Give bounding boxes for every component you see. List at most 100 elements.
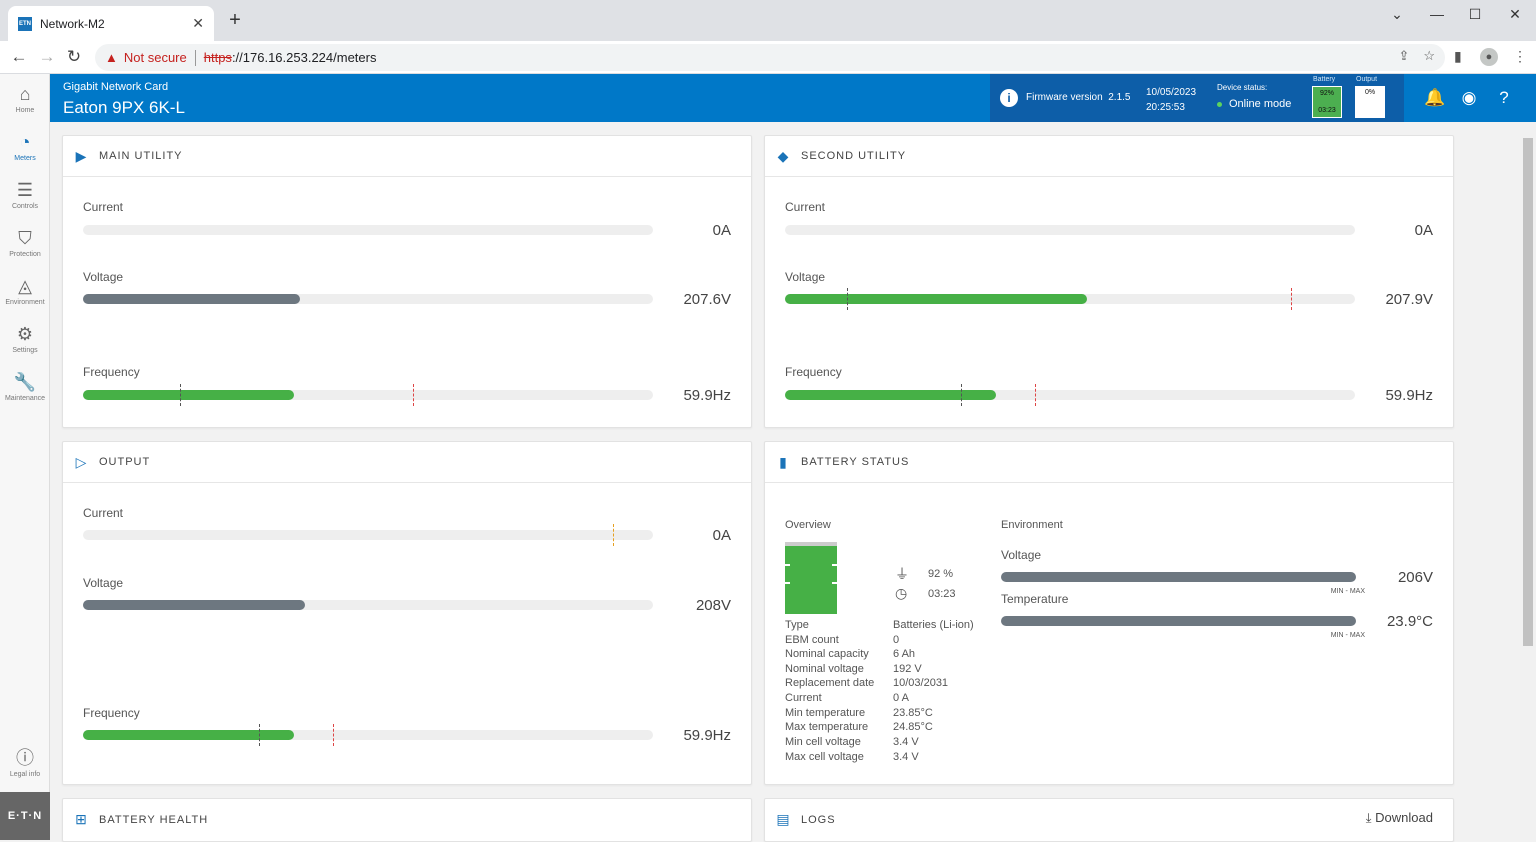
- nav-environment-label: Environment: [5, 298, 45, 306]
- meter-icon: ◔: [19, 131, 31, 152]
- voltage-bar: [83, 294, 653, 304]
- overview-label: Overview: [785, 519, 831, 531]
- browser-toolbar: ← → ↻ ▲ Not secure https ://176.16.253.2…: [0, 41, 1536, 74]
- voltage-bar: [785, 288, 1355, 310]
- current-bar: [83, 524, 653, 546]
- card-header: ⊞ BATTERY HEALTH: [63, 799, 751, 840]
- frequency-min-marker: [180, 384, 181, 406]
- voltage-fill: [83, 600, 306, 610]
- kv-value: 3.4 V: [893, 736, 919, 748]
- nav-controls-label: Controls: [11, 202, 39, 210]
- app-header: Gigabit Network Card Eaton 9PX 6K-L i Fi…: [50, 74, 1536, 122]
- card-title: MAIN UTILITY: [99, 150, 183, 162]
- nav-protection-label: Protection: [9, 250, 41, 258]
- card-title: BATTERY HEALTH: [99, 813, 209, 826]
- environment-label: Environment: [1001, 519, 1063, 531]
- frequency-label: Frequency: [83, 365, 140, 379]
- chevron-right-icon: ▶: [75, 147, 87, 164]
- kv-key: Max temperature: [785, 721, 869, 733]
- back-button[interactable]: ←: [10, 47, 28, 66]
- reload-button[interactable]: ↻: [66, 47, 82, 66]
- firmware-value: 2.1.5: [1108, 92, 1131, 103]
- plus-square-icon: ⊞: [75, 811, 87, 827]
- new-tab-button[interactable]: +: [229, 8, 241, 31]
- minimize-button[interactable]: —: [1430, 6, 1444, 22]
- chevron-down-icon[interactable]: ⌄: [1391, 5, 1403, 22]
- kv-row: Nominal capacity 6 Ah: [785, 648, 915, 660]
- battery-health-card: ⊞ BATTERY HEALTH: [62, 798, 752, 842]
- scrollbar-thumb[interactable]: [1523, 138, 1533, 646]
- output-mini-gauge[interactable]: 0%: [1355, 86, 1385, 118]
- user-icon[interactable]: ◉: [1461, 88, 1477, 107]
- kv-row: Max temperature 24.85°C: [785, 721, 933, 733]
- battery-graphic: [785, 542, 837, 614]
- battery-mini-label: Battery: [1313, 76, 1336, 83]
- nav-meters[interactable]: ◔ Meters: [0, 122, 50, 170]
- shield-icon: ⛉: [18, 227, 32, 248]
- scrollbar[interactable]: [1520, 122, 1536, 840]
- kv-row: Replacement date 10/03/2031: [785, 677, 948, 689]
- menu-icon[interactable]: ⋮: [1513, 48, 1527, 64]
- battery-charge-value: 92 %: [928, 568, 954, 580]
- card-title: SECOND UTILITY: [801, 150, 907, 162]
- download-button[interactable]: ⤓ Download: [1366, 810, 1433, 826]
- frequency-fill: [785, 390, 996, 400]
- battery-icon: ▮: [779, 453, 787, 470]
- drop-icon: ◬: [18, 275, 32, 296]
- nav-settings-label: Settings: [12, 346, 38, 354]
- wrench-icon: 🔧: [13, 371, 37, 392]
- nav-maintenance[interactable]: 🔧 Maintenance: [0, 362, 50, 410]
- profile-avatar[interactable]: ●: [1480, 48, 1498, 66]
- info-icon[interactable]: i: [1000, 89, 1018, 107]
- nav-home[interactable]: ⌂ Home: [0, 74, 50, 122]
- time-text: 20:25:53: [1146, 102, 1185, 113]
- battery-mini-time: 03:23: [1318, 107, 1336, 114]
- close-window-button[interactable]: ✕: [1509, 5, 1521, 22]
- maximize-button[interactable]: ☐: [1468, 5, 1482, 22]
- info-icon: ⓘ: [16, 747, 34, 768]
- divider: [194, 49, 196, 66]
- battery-status-card: ▮ BATTERY STATUS Overview ⏚ 92 % ◷ 03:23…: [764, 441, 1454, 785]
- nav-home-label: Home: [15, 106, 35, 114]
- env-temperature-label: Temperature: [1001, 592, 1069, 606]
- device-subtitle: Gigabit Network Card: [63, 81, 169, 93]
- kv-value: 192 V: [893, 663, 922, 675]
- nav-legal-info[interactable]: ⓘ Legal info: [0, 738, 50, 786]
- voltage-value: 207.6V: [683, 291, 731, 308]
- nav-environment[interactable]: ◬ Environment: [0, 266, 50, 314]
- current-bar: [785, 225, 1355, 235]
- nav-controls[interactable]: ☰ Controls: [0, 170, 50, 218]
- browser-tab[interactable]: ETN Network-M2 ✕: [8, 6, 214, 41]
- kv-row: Max cell voltage 3.4 V: [785, 751, 919, 763]
- voltage-value: 207.9V: [1385, 291, 1433, 308]
- nav-protection[interactable]: ⛉ Protection: [0, 218, 50, 266]
- kv-value: 0: [893, 634, 900, 646]
- kv-key: Max cell voltage: [785, 751, 864, 763]
- browser-titlebar: ETN Network-M2 ✕ + ⌄ — ☐ ✕: [0, 0, 1536, 41]
- current-label: Current: [83, 200, 124, 214]
- frequency-max-marker: [413, 384, 414, 406]
- frequency-label: Frequency: [785, 365, 842, 379]
- forward-button[interactable]: →: [38, 47, 56, 66]
- nav-settings[interactable]: ⚙ Settings: [0, 314, 50, 362]
- voltage-bar: [83, 600, 653, 610]
- address-bar[interactable]: ▲ Not secure https ://176.16.253.224/met…: [95, 44, 1445, 71]
- env-temperature-minmax: MIN - MAX: [1330, 632, 1365, 639]
- help-icon[interactable]: ?: [1499, 88, 1509, 107]
- share-icon[interactable]: ⇪: [1398, 48, 1410, 63]
- current-label: Current: [785, 200, 826, 214]
- env-voltage-label: Voltage: [1001, 548, 1042, 562]
- star-icon[interactable]: ☆: [1423, 48, 1435, 63]
- url-text: ://176.16.253.224/meters: [231, 50, 377, 65]
- battery-mini-gauge[interactable]: 92% 03:23: [1312, 86, 1342, 118]
- battery-charge: ⏚ 92 %: [895, 564, 953, 584]
- download-label: Download: [1375, 810, 1433, 825]
- nav-legal-label: Legal info: [9, 770, 41, 778]
- diamond-arrow-icon: ◆: [777, 147, 789, 164]
- sidepanel-icon[interactable]: ▮: [1454, 48, 1462, 64]
- favicon-icon: ETN: [18, 16, 32, 31]
- close-tab-icon[interactable]: ✕: [192, 15, 204, 31]
- chevron-outline-icon: ▷: [75, 453, 87, 470]
- kv-value: 24.85°C: [893, 721, 933, 733]
- bell-icon[interactable]: 🔔: [1424, 88, 1446, 107]
